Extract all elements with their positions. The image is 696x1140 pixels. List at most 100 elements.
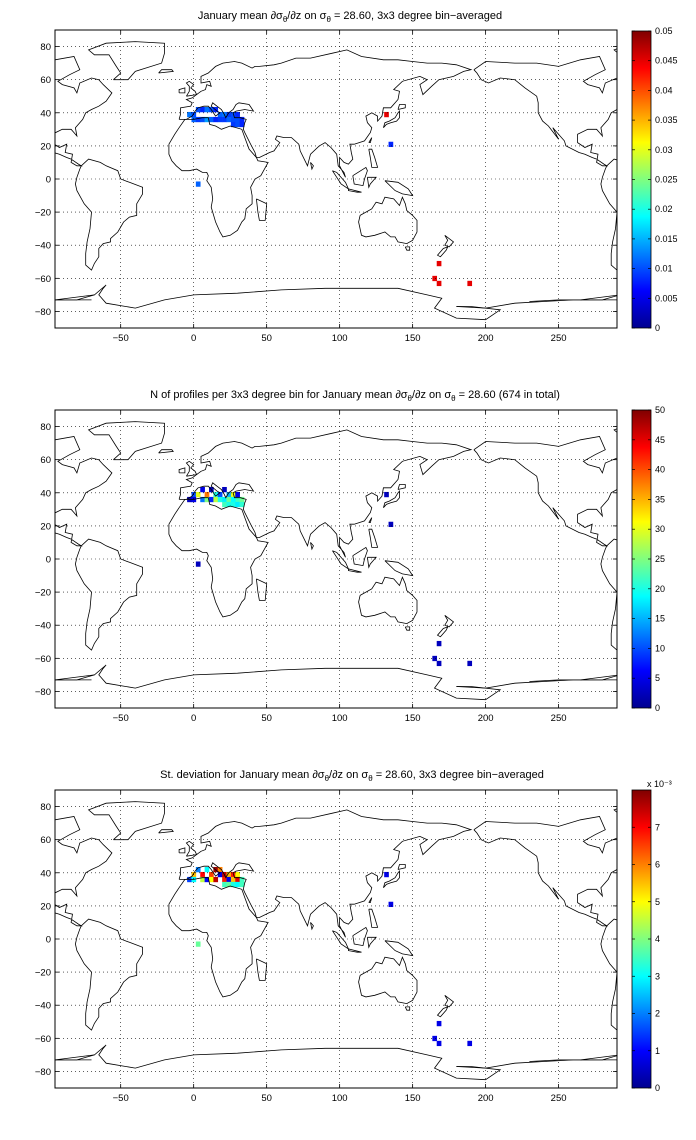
coastline [332,930,350,950]
coastline [529,299,617,302]
panel-2: N of profiles per 3x3 degree bin for Jan… [35,389,665,724]
coastline [332,550,350,570]
colorbar-tick-label: 0.025 [655,175,678,185]
coastline [613,808,617,813]
data-bin [432,655,438,662]
coastline [178,87,186,94]
coastline [397,104,406,110]
x-tick-label: 50 [261,333,272,344]
x-tick-label: 250 [551,333,567,344]
coastline [352,926,368,947]
colorbar-tick-label: 6 [655,860,660,870]
coastline [358,956,418,1005]
data-bin [467,1040,473,1047]
data-bin [217,116,223,123]
x-tick-label: 150 [405,1093,421,1104]
data-bin [222,116,227,123]
data-bin [230,881,236,888]
coastline [158,829,174,834]
colorbar-tick-label: 50 [655,405,665,415]
data-bin [222,501,227,508]
data-bin [436,660,442,667]
data-bin [209,116,214,123]
data-bin [239,116,245,123]
coastline [473,436,617,547]
x-tick-label: −50 [113,713,129,724]
coastline [55,816,113,927]
data-bin [226,491,232,498]
coastline [310,162,314,171]
data-bin [195,561,201,567]
coastline [384,940,414,957]
coastline [473,56,617,167]
coastline [74,158,144,271]
data-bin [217,111,223,118]
coastline [55,1054,95,1061]
colorbar-tick-label: 3 [655,971,660,981]
data-bin [235,491,240,498]
coastline [55,1059,92,1061]
data-bin [200,116,205,123]
data-bin [204,876,210,883]
x-tick-label: 150 [405,333,421,344]
coastline [178,847,186,854]
y-tick-label: 80 [40,802,51,813]
coastline [384,560,414,577]
x-tick-label: −50 [113,333,129,344]
coastline [529,1059,617,1062]
y-tick-label: 20 [40,901,51,912]
coastline [352,166,368,187]
coastline [580,1054,617,1061]
coastline [256,578,268,601]
colorbar-tick-label: 0 [655,323,660,333]
data-bin [217,491,223,498]
coastline [158,69,174,74]
data-bin [226,116,232,123]
coastline [613,428,617,433]
coastline [367,556,377,569]
coastline [367,176,377,189]
x-tick-label: 250 [551,1093,567,1104]
map-content [55,421,617,701]
y-tick-label: 20 [40,141,51,152]
coastline [185,80,198,97]
data-bin [230,116,236,123]
data-bin [230,496,236,503]
data-bin [235,111,240,118]
data-bin [467,660,473,667]
data-bin [213,116,219,123]
coastline [367,936,377,949]
colorbar-tick-label: 2 [655,1009,660,1019]
x-tick-label: 50 [261,1093,272,1104]
coastline [368,148,379,168]
y-tick-label: −80 [35,1067,51,1078]
coastline [55,56,113,167]
coastline [368,528,379,548]
colorbar-tick-label: 0 [655,703,660,713]
coastline [600,538,617,651]
data-bin [436,1020,442,1027]
coastline [368,897,373,903]
coastline [158,449,174,454]
data-bin [235,121,240,128]
panel-3: St. deviation for January mean ∂σθ/∂z on… [35,769,672,1104]
data-bin [204,866,210,873]
x-tick-label: −50 [113,1093,129,1104]
data-bin [235,116,240,123]
x-tick-label: 200 [478,1093,494,1104]
colorbar-gradient [632,410,651,708]
colorbar-tick-label: 0.015 [655,234,678,244]
coastline [74,918,144,1031]
data-bin [436,280,442,287]
y-tick-label: −40 [35,241,51,252]
y-tick-label: 20 [40,521,51,532]
colorbar-tick-label: 0.045 [655,56,678,66]
y-tick-label: −20 [35,208,51,219]
data-bin [222,486,227,493]
y-tick-label: −80 [35,307,51,318]
y-tick-label: 60 [40,455,51,466]
data-bin [235,496,240,503]
coastline [580,674,617,681]
